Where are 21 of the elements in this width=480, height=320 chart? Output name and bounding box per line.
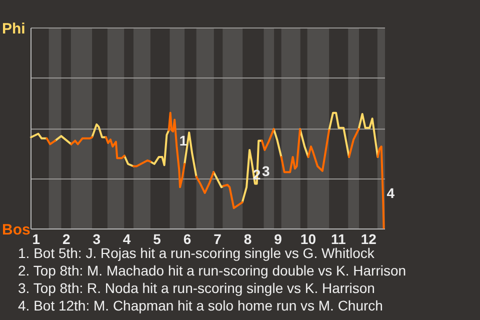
x-tick-label: 1 (32, 231, 40, 247)
x-tick-label: 6 (183, 231, 192, 247)
x-tick-label: 5 (153, 231, 162, 247)
x-tick-label: 3 (92, 231, 101, 247)
x-tick-label: 10 (300, 231, 316, 247)
text: 3. Top 8th: R. Noda hit a run-scoring single vs K. Harrison (18, 280, 375, 296)
text: 4. Bot 12th: M. Chapman hit a solo home run vs M. Church (18, 298, 383, 314)
x-tick-label: 11 (331, 231, 346, 247)
text: 1. Bot 5th: J. Rojas hit a run-scoring single vs G. Whitlock (18, 245, 376, 261)
x-tick-label: 2 (62, 231, 70, 247)
text: Bos (2, 221, 30, 238)
text: 2. Top 8th: M. Machado hit a run-scoring double vs K. Harrison (18, 262, 406, 278)
x-tick-label: 7 (214, 231, 222, 247)
x-tick-label: 9 (274, 231, 282, 247)
x-tick-label: 4 (122, 231, 131, 247)
text: Phi (2, 20, 26, 38)
annotation: 1 (179, 132, 188, 149)
annotation: 3 (262, 162, 270, 179)
x-tick-label: 12 (360, 231, 377, 247)
x-tick-label: 8 (244, 231, 252, 247)
annotation: 4 (386, 184, 395, 201)
